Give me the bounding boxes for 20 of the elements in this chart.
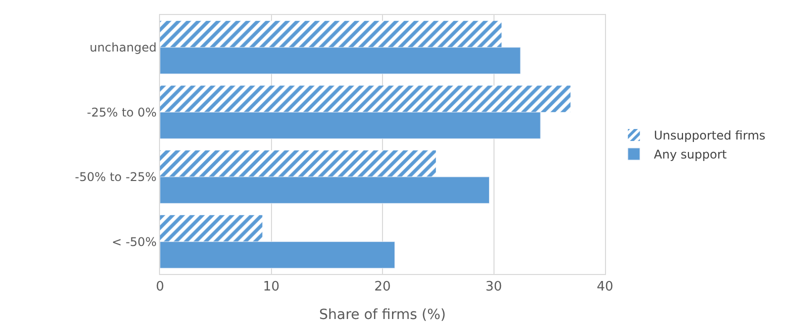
x-axis-title: Share of firms (%) <box>319 306 446 323</box>
bar <box>160 150 436 177</box>
y-tick-label: unchanged <box>90 40 157 55</box>
bar <box>160 176 490 204</box>
bar <box>160 86 571 112</box>
y-tick-label: < -50% <box>112 234 157 249</box>
x-tick-label: 10 <box>262 280 280 295</box>
bar <box>160 112 541 139</box>
bar <box>160 20 502 48</box>
text: Unsupported firms <box>654 128 766 143</box>
x-tick-label: 0 <box>156 280 164 295</box>
bar <box>160 241 395 268</box>
legend-label: Any support <box>654 148 727 162</box>
x-tick-label: 40 <box>596 280 614 295</box>
x-tick-label: 30 <box>485 280 502 295</box>
y-tick-label: -25% to 0% <box>86 105 157 120</box>
x-tick-label: 20 <box>374 280 391 295</box>
bar <box>160 215 262 242</box>
bar <box>160 47 521 74</box>
y-tick-label: -50% to -25% <box>74 170 157 184</box>
